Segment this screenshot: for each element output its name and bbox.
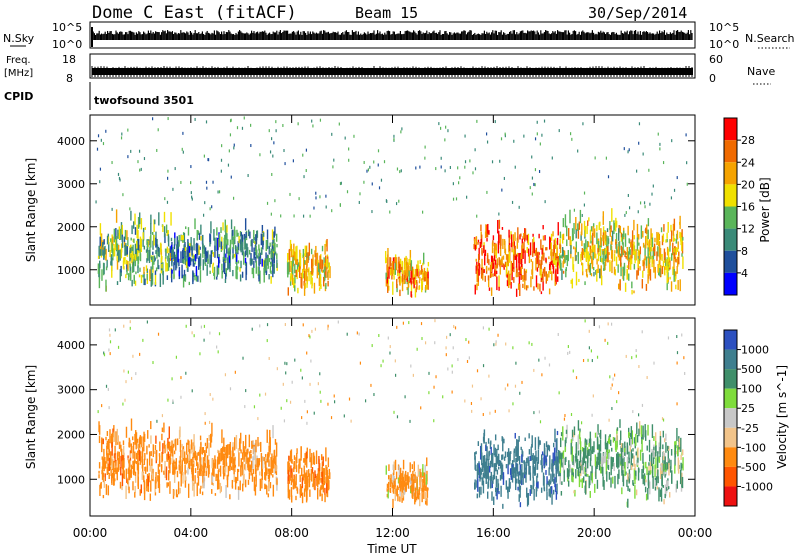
power-colorbar-tick: 8 [741,245,748,258]
nsearch-tick-bottom: 10^0 [709,38,739,51]
power-panel: 1000 2000 3000 4000 Slant Range [km] [24,115,695,305]
velocity-colorbar-tick: 100 [741,383,762,396]
power-colorbar-swatch [724,207,737,229]
velocity-colorbar-tick: -1000 [741,480,773,493]
x-tick-label: 20:00 [577,526,612,540]
velocity-colorbar-swatch [724,467,737,487]
y-tick-label: 4000 [57,339,85,352]
velocity-colorbar-swatch [724,428,737,448]
power-colorbar-swatch [724,229,737,251]
velocity-colorbar-swatch [724,350,737,370]
freq-trace [92,66,693,77]
station-title: Dome C East (fitACF) [92,3,297,23]
velocity-colorbar-swatch [724,408,737,428]
nsky-label: N.Sky [3,32,35,45]
velocity-colorbar: 1000 500 100 25 -25 -100 -500 -1000 Velocity [m… [724,330,789,506]
x-tick-label: 16:00 [476,526,511,540]
freq-panel: Freq. [MHz] 18 8 60 0 Nave [4,53,775,85]
nsearch-label: N.Search [745,32,795,45]
freq-tick-top: 18 [62,53,76,66]
velocity-colorbar-tick: 500 [741,363,762,376]
power-colorbar: 4 8 12 16 20 24 28 Power [dB] [724,118,772,295]
power-colorbar-swatch [724,140,737,162]
time-axis-label: Time UT [366,542,417,554]
x-tick-label: 00:00 [73,526,108,540]
y-tick-label: 1000 [57,473,85,486]
power-colorbar-tick: 16 [741,201,755,214]
y-tick-label: 3000 [57,178,85,191]
y-tick-label: 3000 [57,384,85,397]
velocity-colorbar-tick: -25 [741,422,759,435]
x-tick-label: 04:00 [174,526,209,540]
power-colorbar-tick: 24 [741,156,755,169]
y-tick-label: 1000 [57,264,85,277]
power-colorbar-swatch [724,273,737,295]
power-colorbar-tick: 28 [741,134,755,147]
date-title: 30/Sep/2014 [588,4,687,22]
velocity-panel: 1000 2000 3000 4000 00:00 04:00 08:00 12:00 16:… [24,318,712,554]
y-tick-label: 2000 [57,221,85,234]
power-colorbar-swatch [724,251,737,273]
velocity-colorbar-tick: -100 [741,441,766,454]
power-colorbar-swatch [724,118,737,140]
x-tick-label: 00:00 [678,526,713,540]
velocity-colorbar-swatch [724,330,737,350]
cpid-row: CPID twofsound 3501 [4,82,194,110]
y-tick-label: 4000 [57,135,85,148]
velocity-colorbar-swatch [724,447,737,467]
cpid-value: twofsound 3501 [94,94,194,107]
velocity-colorbar-swatch [724,389,737,409]
nave-label: Nave [747,65,775,78]
velocity-colorbar-tick: -500 [741,461,766,474]
nsky-panel: N.Sky 10^5 10^0 10^5 10^0 N.Search [3,21,795,51]
velocity-ylabel: Slant Range [km] [24,365,38,469]
power-colorbar-tick: 4 [741,267,748,280]
summary-plot: Dome C East (fitACF) Beam 15 30/Sep/2014… [0,0,800,554]
velocity-colorbar-tick: 1000 [741,344,769,357]
x-tick-label: 08:00 [274,526,309,540]
velocity-colorbar-label: Velocity [m s^-1] [775,365,789,469]
freq-tick-bottom: 8 [66,72,73,85]
power-colorbar-label: Power [dB] [758,177,772,242]
freq-unit: [MHz] [4,68,33,79]
nsky-tick-top: 10^5 [52,21,82,34]
nave-tick-bottom: 0 [709,72,716,85]
velocity-colorbar-swatch [724,486,737,506]
power-ylabel: Slant Range [km] [24,158,38,262]
y-tick-label: 2000 [57,428,85,441]
cpid-label: CPID [4,90,33,103]
velocity-colorbar-tick: 25 [741,402,755,415]
power-colorbar-swatch [724,162,737,184]
power-colorbar-tick: 12 [741,223,755,236]
power-colorbar-swatch [724,184,737,206]
x-tick-label: 12:00 [375,526,410,540]
nave-tick-top: 60 [709,53,723,66]
power-colorbar-tick: 20 [741,178,755,191]
nsearch-tick-top: 10^5 [709,21,739,34]
nsky-tick-bottom: 10^0 [52,38,82,51]
beam-title: Beam 15 [355,4,418,22]
velocity-colorbar-swatch [724,369,737,389]
freq-label: Freq. [6,55,31,66]
nsky-trace [92,27,692,47]
